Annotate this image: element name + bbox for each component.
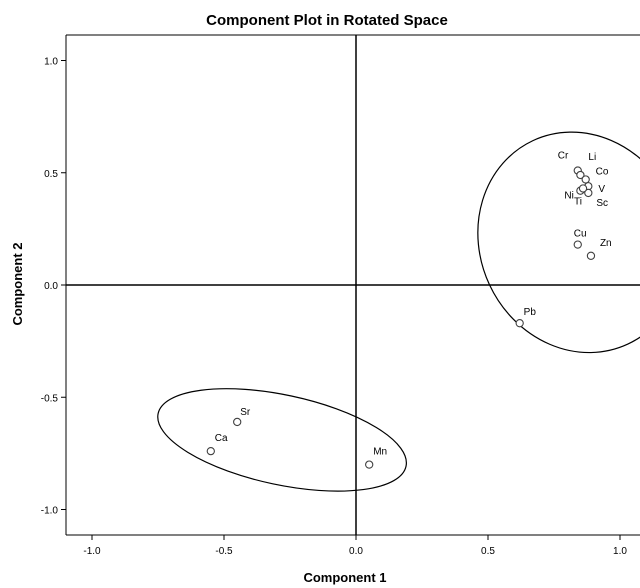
point-zn bbox=[586, 251, 596, 260]
point-co bbox=[581, 175, 590, 184]
y-tick-label: 0.5 bbox=[44, 169, 58, 180]
point-ti bbox=[578, 184, 588, 193]
point-label-li: Li bbox=[588, 152, 596, 163]
group-ellipse-1 bbox=[477, 131, 640, 354]
reference-lines bbox=[66, 35, 640, 535]
point-sc bbox=[584, 188, 593, 198]
point-label-ni: Ni bbox=[564, 191, 573, 202]
point-label-mn: Mn bbox=[373, 447, 387, 458]
point-pb bbox=[515, 319, 524, 328]
chart-title: Component Plot in Rotated Space bbox=[206, 12, 448, 29]
point-li bbox=[576, 170, 585, 180]
point-label-ti: Ti bbox=[574, 196, 582, 207]
point-label-pb: Pb bbox=[524, 307, 537, 318]
point-ca bbox=[206, 446, 215, 456]
point-label-v: V bbox=[598, 184, 605, 195]
x-tick-label: 0.5 bbox=[481, 546, 495, 557]
point-label-co: Co bbox=[596, 166, 609, 177]
y-tick-label: -0.5 bbox=[41, 393, 59, 404]
y-tick-label: -1.0 bbox=[41, 506, 59, 517]
x-tick-label: 0.0 bbox=[349, 546, 363, 557]
point-label-cu: Cu bbox=[574, 229, 587, 240]
x-tick-label: -1.0 bbox=[83, 546, 101, 557]
x-tick-label: -0.5 bbox=[215, 546, 233, 557]
point-label-zn: Zn bbox=[600, 238, 612, 249]
y-tick-label: 1.0 bbox=[44, 57, 58, 68]
y-axis-title: Component 2 bbox=[10, 242, 25, 325]
point-label-sr: Sr bbox=[240, 407, 251, 418]
y-tick-label: 0.0 bbox=[44, 281, 58, 292]
x-tick-label: 1.0 bbox=[613, 546, 627, 557]
group-ellipse-2 bbox=[157, 388, 407, 492]
point-label-sc: Sc bbox=[596, 198, 608, 209]
point-sr bbox=[233, 417, 242, 427]
point-mn bbox=[365, 460, 374, 469]
group-ellipses bbox=[157, 131, 640, 492]
x-axis-title: Component 1 bbox=[303, 570, 386, 585]
point-label-ca: Ca bbox=[215, 433, 228, 444]
axis-ticks: -1.0 -0.5 0.0 0.5 1.0 1.0 0.5 0.0 -0.5 -1.0 bbox=[41, 57, 628, 558]
point-label-cr: Cr bbox=[558, 151, 569, 162]
point-cu bbox=[573, 240, 582, 249]
